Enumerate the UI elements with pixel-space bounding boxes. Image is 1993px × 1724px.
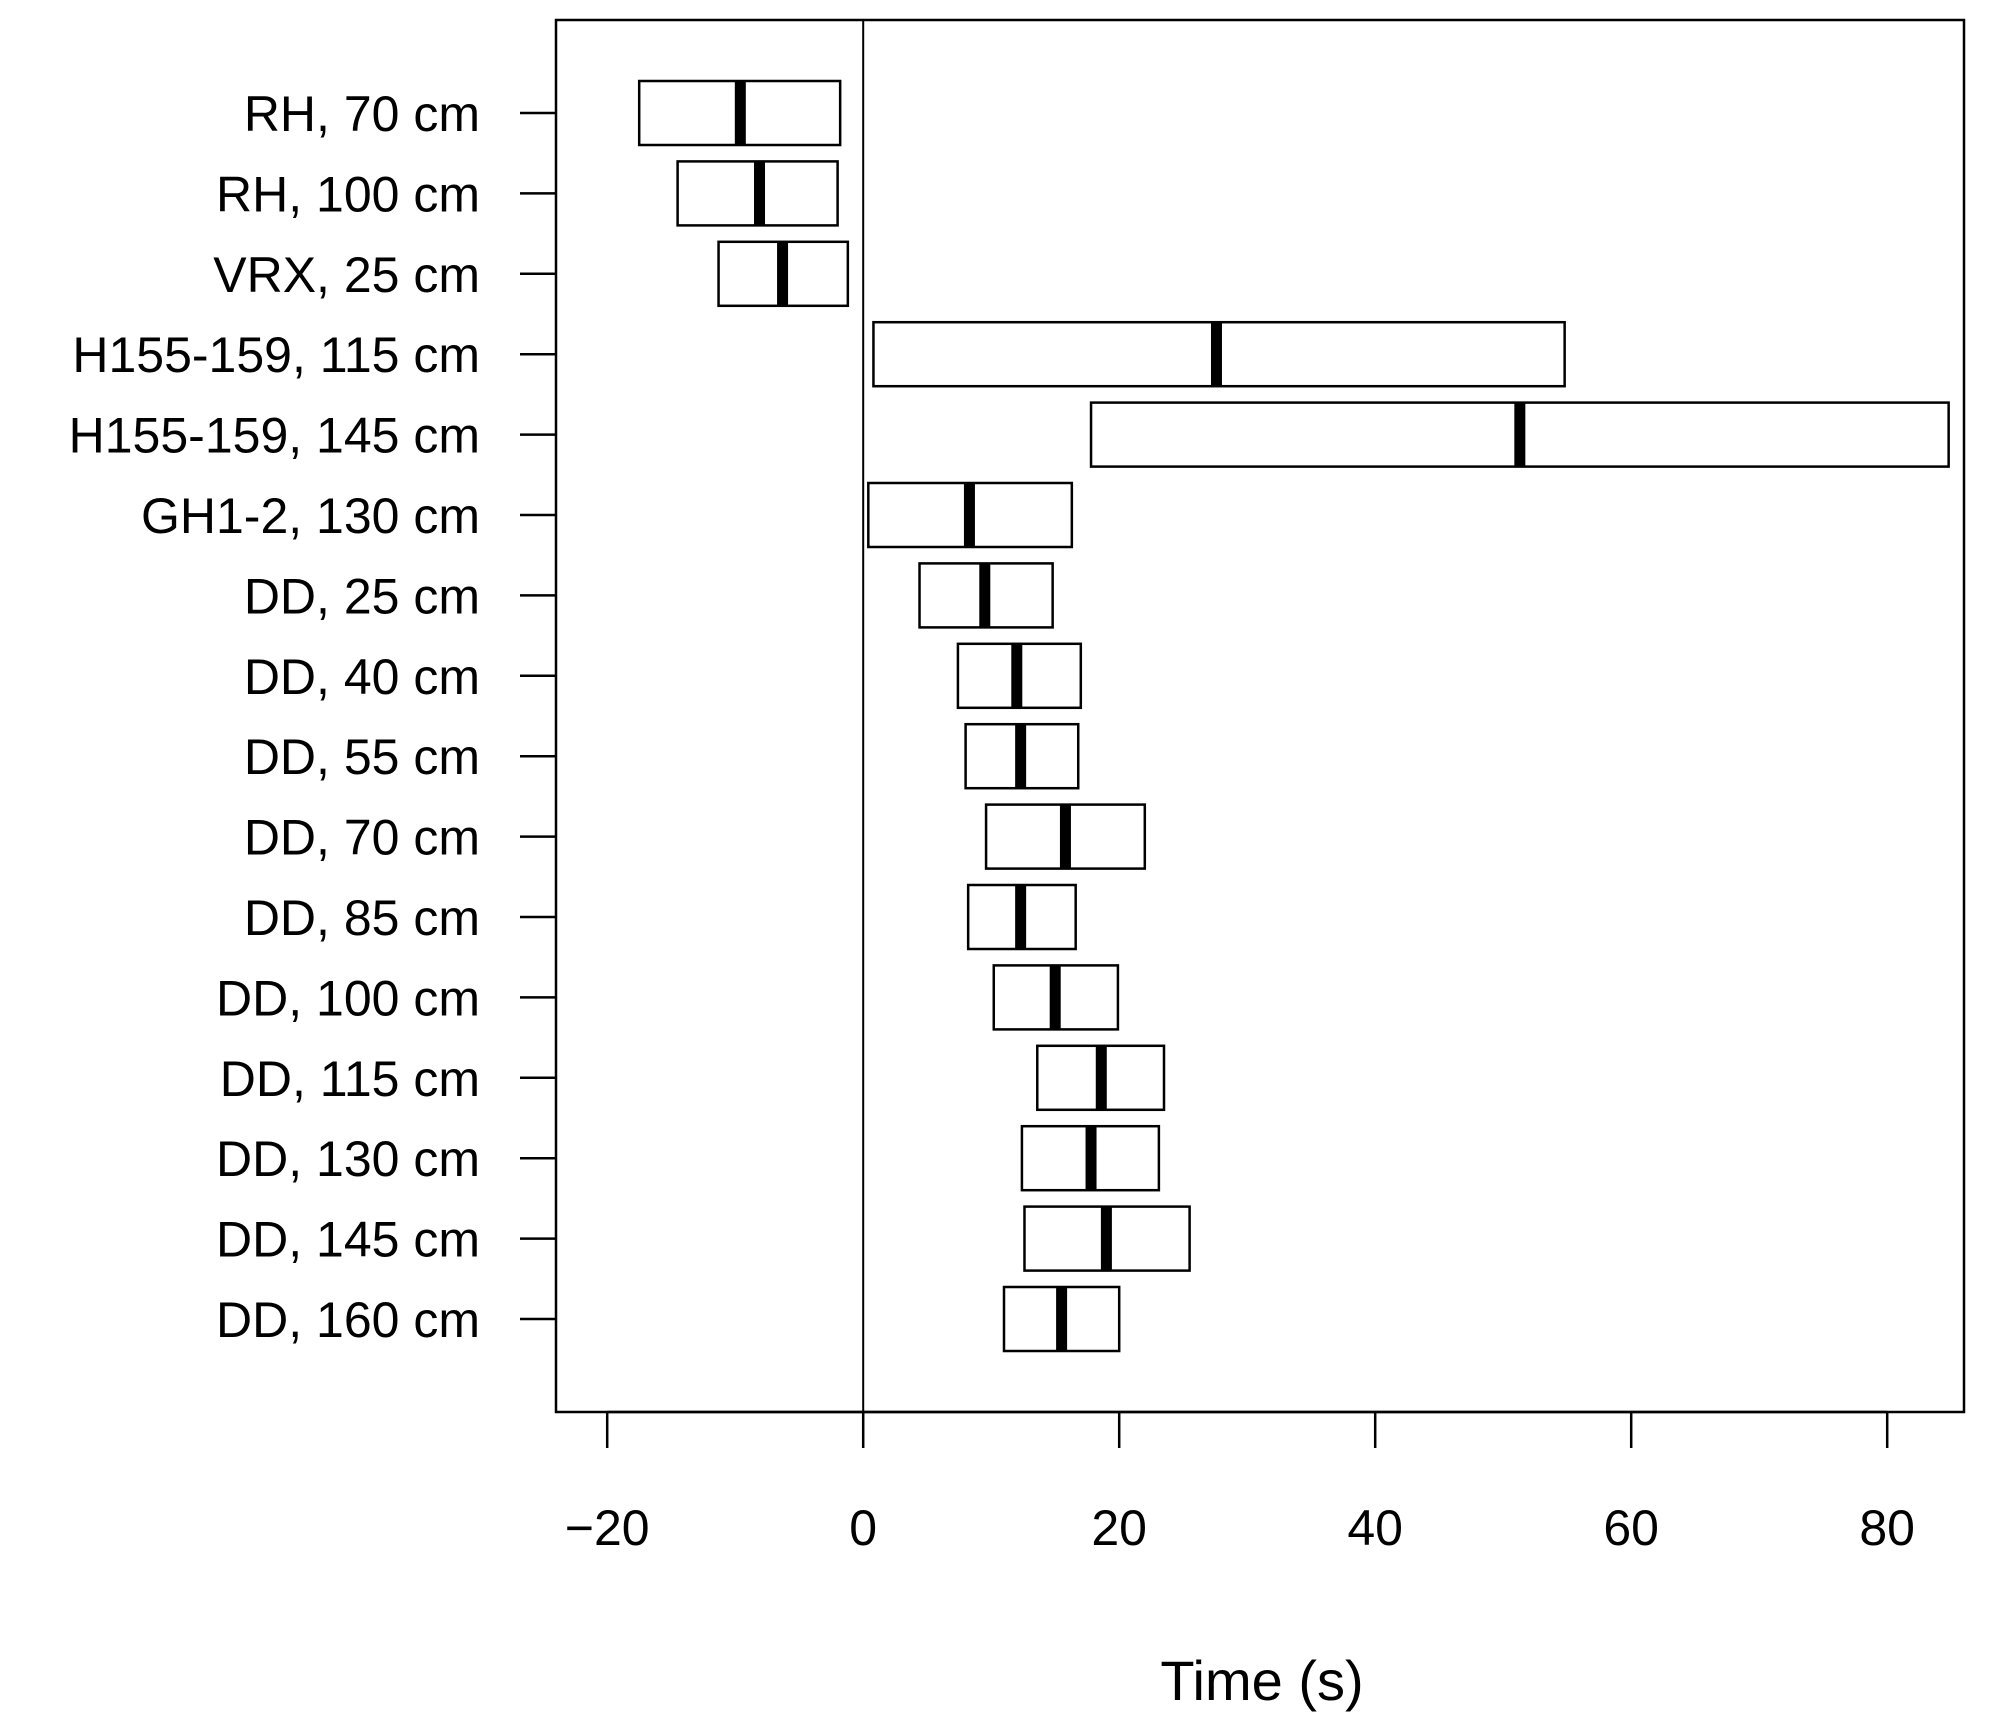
y-tick-label: VRX, 25 cm	[213, 247, 480, 303]
x-tick-label: 80	[1859, 1500, 1915, 1556]
y-tick-label: DD, 130 cm	[216, 1131, 480, 1187]
y-tick-label: RH, 100 cm	[216, 166, 480, 222]
x-tick-label: 60	[1603, 1500, 1659, 1556]
x-tick-label: −20	[565, 1500, 650, 1556]
y-tick-label: DD, 70 cm	[244, 810, 480, 866]
x-tick-label: 0	[849, 1500, 877, 1556]
plot-frame	[554, 18, 1966, 1414]
y-tick-label: H155-159, 115 cm	[72, 327, 480, 383]
y-tick-label: DD, 25 cm	[244, 568, 480, 624]
y-tick-label: DD, 85 cm	[244, 890, 480, 946]
boxes	[637, 79, 1950, 1353]
y-tick-label: DD, 115 cm	[220, 1051, 480, 1107]
x-tick-label: 40	[1347, 1500, 1403, 1556]
y-axis: RH, 70 cm RH, 100 cm VRX, 25 cm H155-159, 1…	[69, 86, 556, 1348]
y-tick-label: H155-159, 145 cm	[69, 408, 480, 464]
x-axis: −20 0 20 40 60 80	[565, 1410, 1915, 1556]
x-tick-label: 20	[1091, 1500, 1147, 1556]
x-axis-title: Time (s)	[1160, 1649, 1363, 1712]
y-tick-label: DD, 160 cm	[216, 1292, 480, 1348]
y-tick-label: RH, 70 cm	[244, 86, 480, 142]
y-tick-label: DD, 100 cm	[216, 970, 480, 1026]
y-tick-label: DD, 40 cm	[244, 649, 480, 705]
y-tick-label: GH1-2, 130 cm	[141, 488, 480, 544]
y-tick-label: DD, 145 cm	[216, 1212, 480, 1268]
y-tick-label: DD, 55 cm	[244, 729, 480, 785]
